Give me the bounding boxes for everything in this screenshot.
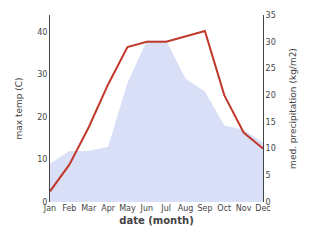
svg-text:5: 5 xyxy=(266,171,271,180)
svg-text:Dec: Dec xyxy=(255,204,270,213)
svg-text:May: May xyxy=(119,204,136,213)
svg-text:20: 20 xyxy=(266,91,276,100)
svg-text:Oct: Oct xyxy=(217,204,231,213)
svg-text:Jul: Jul xyxy=(160,204,171,213)
svg-text:Feb: Feb xyxy=(62,204,76,213)
svg-text:Apr: Apr xyxy=(101,204,116,213)
svg-text:40: 40 xyxy=(37,28,47,37)
svg-text:30: 30 xyxy=(266,38,276,47)
svg-text:Nov: Nov xyxy=(236,204,252,213)
svg-text:Sep: Sep xyxy=(197,204,212,213)
svg-text:15: 15 xyxy=(266,118,276,127)
svg-text:Jun: Jun xyxy=(140,204,154,213)
svg-text:max temp (C): max temp (C) xyxy=(14,77,24,139)
svg-text:med. precipitation (kg/m2): med. precipitation (kg/m2) xyxy=(288,48,298,169)
svg-text:Mar: Mar xyxy=(81,204,97,213)
svg-text:0: 0 xyxy=(42,198,47,207)
svg-text:25: 25 xyxy=(266,64,276,73)
svg-text:20: 20 xyxy=(37,113,47,122)
svg-text:10: 10 xyxy=(266,144,276,153)
svg-text:30: 30 xyxy=(37,70,47,79)
svg-text:Jan: Jan xyxy=(43,204,56,213)
svg-text:Aug: Aug xyxy=(178,204,194,213)
svg-text:10: 10 xyxy=(37,155,47,164)
svg-text:35: 35 xyxy=(266,11,276,20)
svg-text:date (month): date (month) xyxy=(119,215,193,226)
svg-text:0: 0 xyxy=(266,198,271,207)
